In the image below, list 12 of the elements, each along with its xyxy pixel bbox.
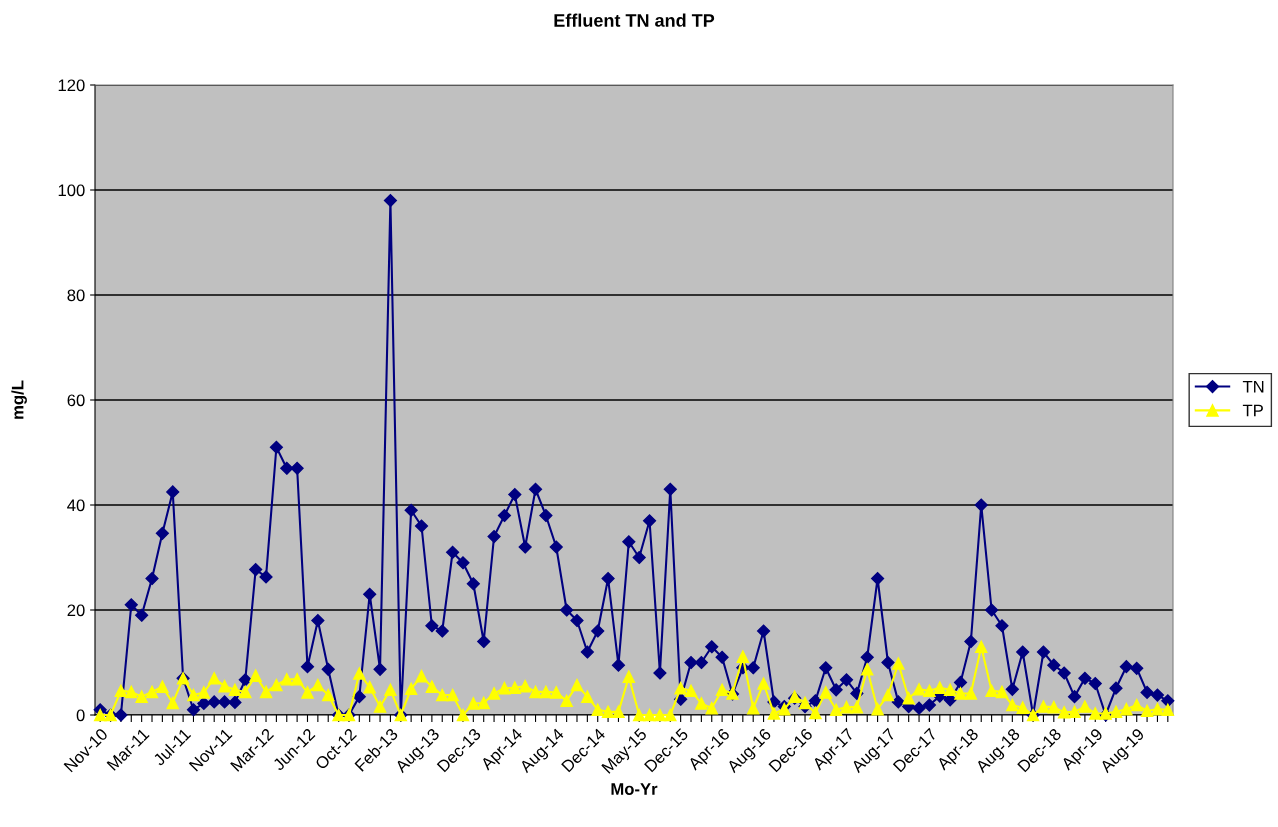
y-tick-label: 60 bbox=[67, 394, 85, 407]
y-tick-label: 120 bbox=[58, 79, 85, 92]
y-tick-label: 80 bbox=[67, 289, 85, 302]
y-tick-label: 40 bbox=[67, 499, 85, 512]
legend-label: TP bbox=[1242, 404, 1263, 417]
x-axis-title: Mo-Yr bbox=[611, 783, 658, 795]
y-axis-title: mg/L bbox=[11, 380, 27, 419]
legend-label: TN bbox=[1242, 380, 1264, 393]
chart-title: Effluent TN and TP bbox=[554, 13, 715, 27]
y-tick-label: 100 bbox=[58, 184, 85, 197]
y-tick-label: 20 bbox=[67, 604, 85, 617]
y-tick-label: 0 bbox=[76, 709, 85, 722]
